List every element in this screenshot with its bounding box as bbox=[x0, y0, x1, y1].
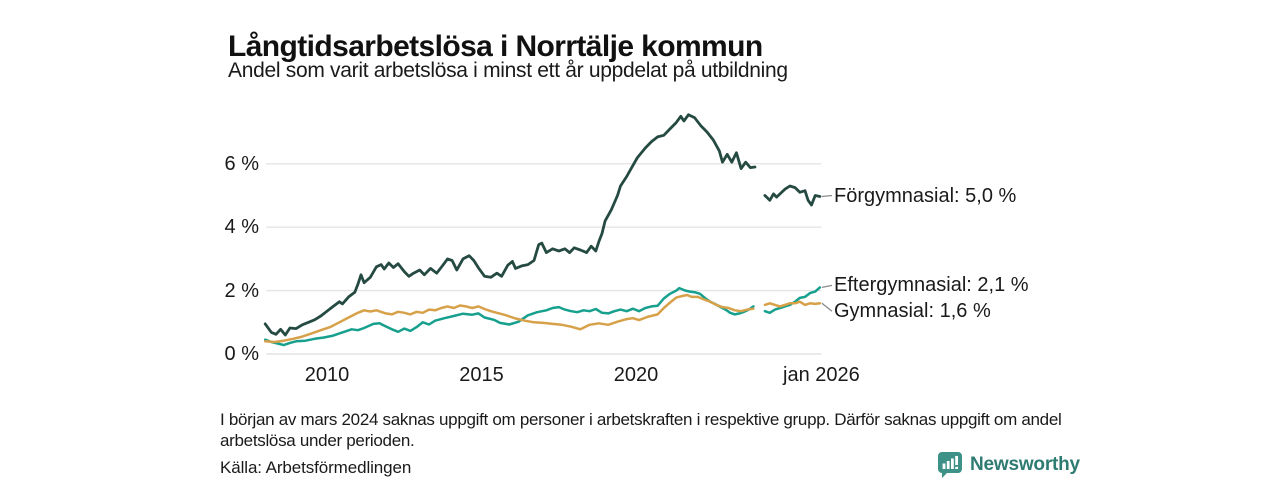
series-label-connector bbox=[821, 284, 833, 289]
series-line-eftergymnasial bbox=[263, 286, 755, 347]
y-tick-label: 2 % bbox=[224, 279, 259, 302]
series-line-gymnasial bbox=[263, 293, 755, 344]
series-label-connector bbox=[821, 302, 833, 312]
page-title: Långtidsarbetslösa i Norrtälje kommun bbox=[228, 30, 763, 64]
series-end-label-förgymnasial: Förgymnasial: 5,0 % bbox=[834, 184, 1017, 207]
x-tick-label: 2015 bbox=[459, 364, 504, 386]
newsworthy-branding: Newsworthy bbox=[938, 452, 1080, 478]
chart-footnote: I början av mars 2024 saknas uppgift om … bbox=[220, 410, 1062, 450]
y-tick-label: 6 % bbox=[224, 152, 259, 175]
series-lines bbox=[263, 113, 822, 347]
newsworthy-logo-icon bbox=[938, 452, 962, 478]
y-tick-label: 0 % bbox=[224, 343, 259, 365]
x-tick-label: 2010 bbox=[304, 364, 350, 386]
y-tick-label: 4 % bbox=[224, 216, 259, 239]
source-label: Källa: Arbetsförmedlingen bbox=[220, 458, 412, 477]
series-end-label-eftergymnasial: Eftergymnasial: 2,1 % bbox=[834, 274, 1029, 297]
x-tick-label: jan 2026 bbox=[783, 364, 860, 386]
series-line-förgymnasial bbox=[263, 113, 757, 337]
series-line-förgymnasial bbox=[763, 184, 822, 207]
chart-subtitle: Andel som varit arbetslösa i minst ett å… bbox=[228, 59, 788, 82]
series-line-gymnasial bbox=[763, 300, 822, 308]
newsworthy-logo-text: Newsworthy bbox=[970, 454, 1080, 475]
x-tick-label: 2020 bbox=[613, 364, 659, 386]
gridlines bbox=[266, 163, 822, 355]
series-end-label-gymnasial: Gymnasial: 1,6 % bbox=[834, 300, 991, 323]
label-connectors bbox=[821, 194, 833, 312]
series-label-connector bbox=[821, 194, 833, 198]
